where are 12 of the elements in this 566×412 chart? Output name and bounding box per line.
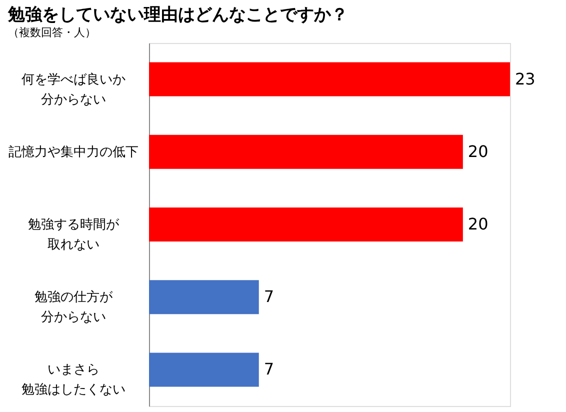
y-tick-label: 何を学べば良いか分からない <box>22 72 126 108</box>
data-label: 20 <box>468 214 488 234</box>
text: （複数回答・人） <box>8 26 96 39</box>
y-tick-label: 勉強する時間が取れない <box>28 218 120 252</box>
data-label: 20 <box>468 142 488 161</box>
data-label: 23 <box>515 69 536 88</box>
data-label: 7 <box>264 360 274 379</box>
data-label: 7 <box>264 287 274 306</box>
y-tick-label: 記憶力や集中力の低下 <box>8 144 138 160</box>
y-tick-label: いまさら勉強はしたくない <box>22 362 126 398</box>
y-tick-label: 勉強の仕方が分からない <box>34 289 114 326</box>
chart-title: 勉強をしていない理由はどんなことですか？ <box>7 5 348 25</box>
